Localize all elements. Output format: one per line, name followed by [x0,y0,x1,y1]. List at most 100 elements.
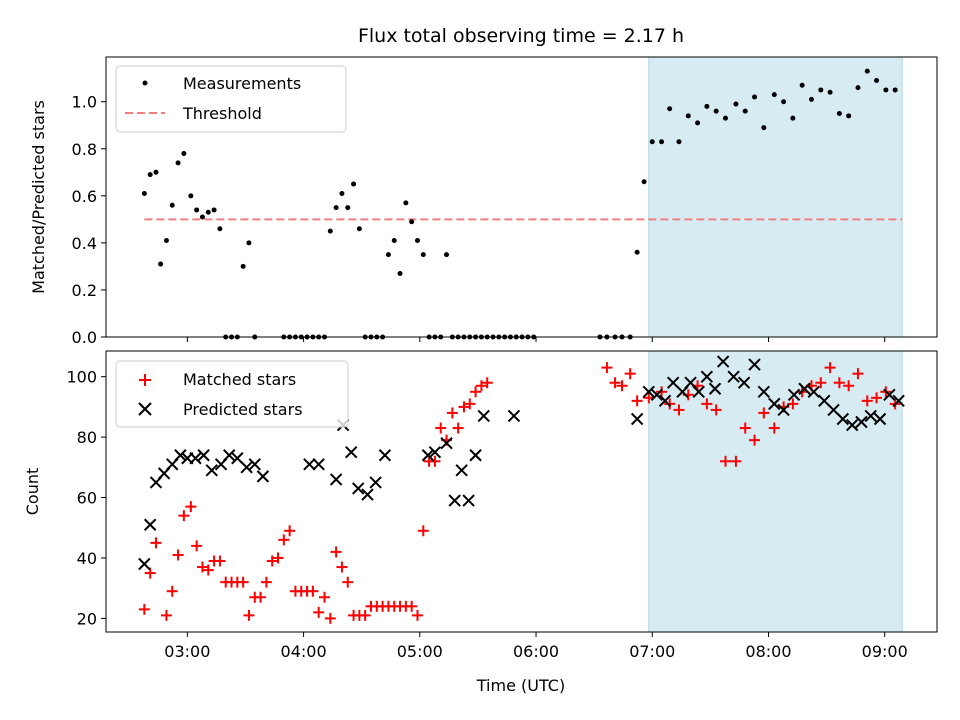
matched-star-point [191,540,203,552]
measurement-point [641,179,647,185]
matched-star-point [406,600,418,612]
legend-predicted-label: Predicted stars [183,400,303,419]
chart-title: Flux total observing time = 2.17 h [358,25,684,47]
matched-star-point [824,362,836,374]
predicted-star-point [666,376,680,389]
measurement-point [356,226,362,232]
matched-star-point [656,386,668,398]
predicted-star-point [658,394,672,408]
measurement-point [211,207,217,213]
measurement-point [818,87,824,93]
matched-star-point [815,377,827,389]
ratio-ytick-label: 0.2 [72,281,97,300]
matched-star-point [336,561,348,573]
counts-panel: 20 40 60 80 100 03:00 04:00 05:00 06:00 07:00 08:… [23,350,938,695]
matched-star-point [411,609,423,621]
matched-star-point [435,422,447,434]
count-ytick-label: 20 [77,609,97,628]
matched-star-point [631,395,643,407]
legend-measurements-label: Measurements [183,74,301,93]
ratio-y-axis-label: Matched/Predicted stars [29,100,48,294]
matched-star-point [417,525,429,537]
predicted-star-point [421,449,435,462]
measurement-point [158,261,164,267]
predicted-star-point [312,458,325,471]
predicted-star-point [827,403,840,417]
measurement-point [634,249,640,255]
measurement-point [169,202,175,208]
measurement-point [327,228,333,234]
measurement-point [790,115,796,121]
matched-star-point [266,555,278,567]
measurement-point [181,150,187,156]
measurement-point [194,207,200,213]
ratio-ytick-label: 0.6 [72,187,97,206]
predicted-star-point [378,449,392,462]
matched-star-point [470,386,482,398]
measurement-point [414,238,420,244]
predicted-star-point [757,385,771,398]
legend-threshold-label: Threshold [182,104,262,123]
matched-star-point [342,576,354,588]
matched-star-point [768,422,780,434]
matched-star-point [673,404,685,416]
predicted-star-point [807,385,821,398]
measurement-point [403,200,409,206]
predicted-star-point [716,355,730,368]
measurement-point [808,96,814,102]
measurement-point [685,113,691,119]
matched-star-point [272,552,284,564]
measurement-point [864,68,870,74]
predicted-star-point [650,388,664,402]
matched-star-point [196,561,208,573]
measurement-point [345,205,351,211]
measurement-point [339,190,345,196]
measurement-point [883,87,889,93]
predicted-star-point [205,464,218,477]
matched-star-point [144,567,156,579]
count-ytick-label: 40 [77,549,97,568]
matched-star-point [787,398,799,410]
measurement-point [695,120,701,126]
matched-star-point [475,380,487,392]
xtick-label: 04:00 [281,642,327,661]
measurement-point [761,125,767,131]
measurement-point [391,238,397,244]
matched-star-point [160,609,172,621]
matched-star-point [624,368,636,380]
predicted-star-point [787,388,801,402]
matched-star-point [359,609,371,621]
predicted-star-point [361,488,374,501]
matched-star-point [324,612,336,624]
matched-star-point [319,591,331,603]
predicted-star-point [428,446,442,459]
matched-star-point [710,404,722,416]
predicted-star-point [189,452,202,465]
predicted-star-point [469,449,482,462]
highlight-region [648,56,903,338]
matched-star-point [202,564,214,576]
matched-star-point [429,455,441,467]
predicted-star-point [143,518,157,531]
predicted-star-point [448,494,461,507]
predicted-star-point [836,412,850,426]
measurement-point [704,103,710,109]
predicted-star-point [507,409,521,423]
measurements-series [141,68,898,340]
ratio-axes-frame [105,56,938,338]
predicted-star-point [748,358,761,371]
measurement-point [752,94,758,100]
xtick-label: 07:00 [629,642,675,661]
measurement-point [742,108,748,114]
legend-box [115,360,349,428]
predicted-star-point [864,409,877,423]
predicted-star-point [351,482,365,495]
matched-star-point [284,525,296,537]
predicted-star-point [798,382,811,395]
legend-matched-marker [139,374,151,386]
predicted-star-point [440,436,453,450]
measurement-point [846,113,852,119]
predicted-star-point [369,476,382,489]
matched-star-point [609,377,621,389]
